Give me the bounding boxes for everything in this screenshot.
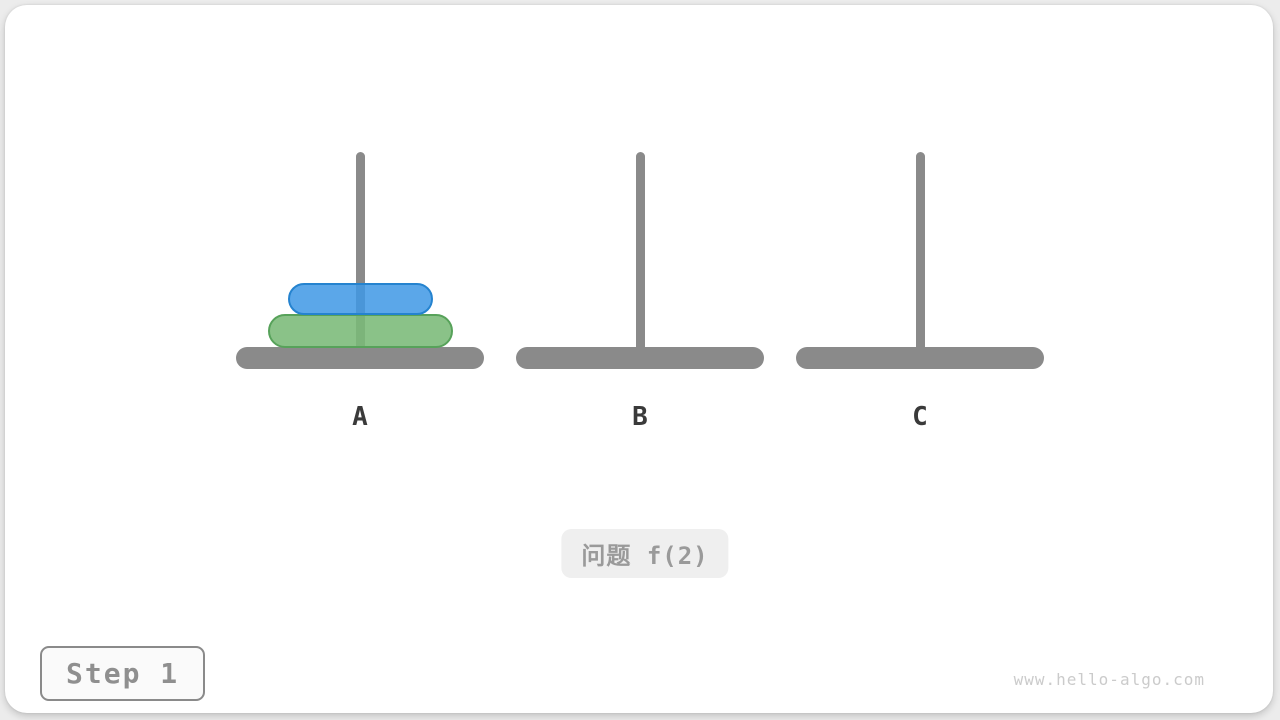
tower-A: A (236, 152, 484, 452)
tower-label-B: B (632, 402, 648, 432)
tower-label-C: C (912, 402, 928, 432)
peg-A (355, 152, 365, 358)
step-badge: Step 1 (40, 646, 206, 701)
base-A (236, 347, 484, 369)
peg-C (915, 152, 925, 358)
disk-size-2-green[interactable] (267, 314, 453, 348)
disk-size-1-blue[interactable] (287, 283, 433, 315)
base-C (796, 347, 1044, 369)
tower-C: C (796, 152, 1044, 452)
problem-badge: 问题 f(2) (561, 529, 729, 578)
watermark: www.hello-algo.com (1013, 670, 1205, 689)
peg-B (635, 152, 645, 358)
tower-label-A: A (352, 402, 368, 432)
base-B (516, 347, 764, 369)
canvas-card: A B C 问题 f(2) Step 1 www.hello-algo.com (5, 5, 1273, 713)
tower-B: B (516, 152, 764, 452)
